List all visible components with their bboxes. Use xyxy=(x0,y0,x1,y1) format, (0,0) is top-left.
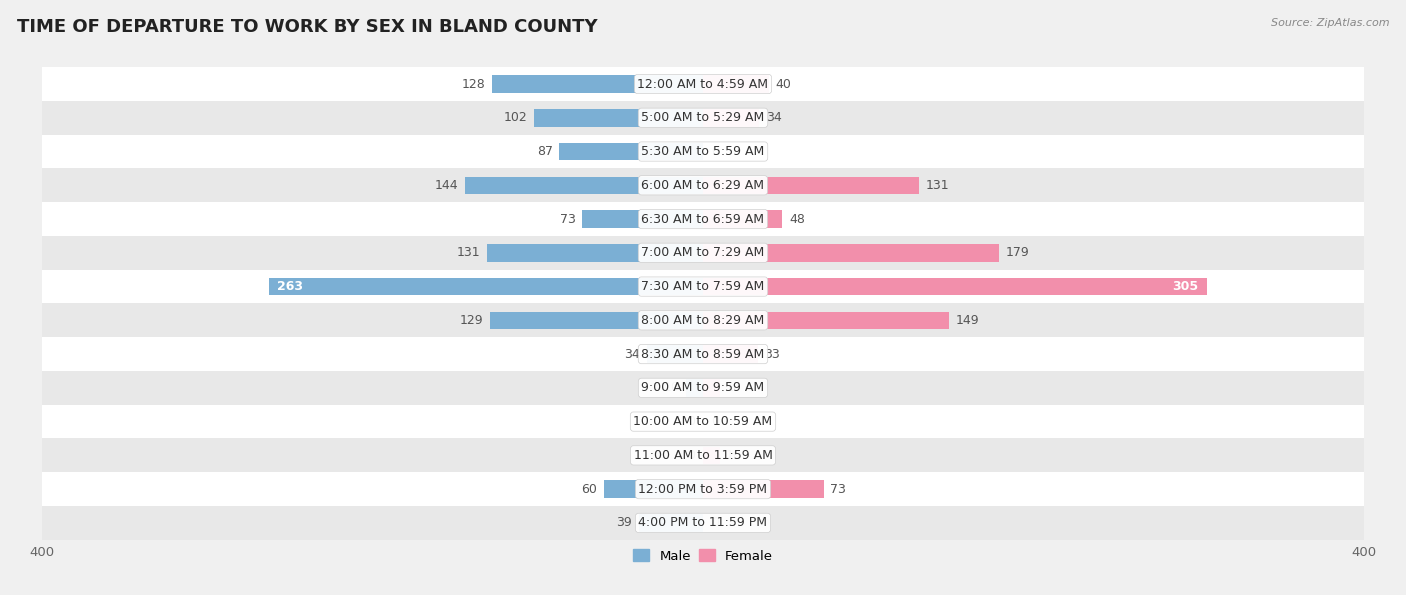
Bar xyxy=(703,345,758,363)
Bar xyxy=(534,109,703,127)
Text: 87: 87 xyxy=(537,145,553,158)
Text: 0: 0 xyxy=(711,516,720,530)
Text: 129: 129 xyxy=(460,314,484,327)
Bar xyxy=(42,472,1364,506)
Text: 4:00 PM to 11:59 PM: 4:00 PM to 11:59 PM xyxy=(638,516,768,530)
Text: 60: 60 xyxy=(582,483,598,496)
Bar xyxy=(42,134,1364,168)
Text: 263: 263 xyxy=(277,280,302,293)
Text: 10: 10 xyxy=(664,381,681,394)
Text: 10:00 AM to 10:59 AM: 10:00 AM to 10:59 AM xyxy=(634,415,772,428)
Text: 6:00 AM to 6:29 AM: 6:00 AM to 6:29 AM xyxy=(641,178,765,192)
Bar xyxy=(703,177,920,194)
Bar xyxy=(560,143,703,160)
Bar xyxy=(703,278,1206,295)
Bar xyxy=(269,278,703,295)
Text: 128: 128 xyxy=(461,77,485,90)
Text: 0: 0 xyxy=(711,145,720,158)
Bar xyxy=(703,75,769,93)
Bar xyxy=(42,506,1364,540)
Text: 6:30 AM to 6:59 AM: 6:30 AM to 6:59 AM xyxy=(641,212,765,226)
Text: 12:00 AM to 4:59 AM: 12:00 AM to 4:59 AM xyxy=(637,77,769,90)
Bar xyxy=(703,312,949,329)
Legend: Male, Female: Male, Female xyxy=(627,544,779,568)
Bar xyxy=(42,270,1364,303)
Text: 73: 73 xyxy=(560,212,576,226)
Bar xyxy=(492,75,703,93)
Text: 48: 48 xyxy=(789,212,804,226)
Bar xyxy=(686,379,703,397)
Bar xyxy=(703,447,720,464)
Bar xyxy=(703,244,998,262)
Bar xyxy=(42,405,1364,439)
Bar xyxy=(42,101,1364,134)
Text: 131: 131 xyxy=(457,246,479,259)
Bar xyxy=(582,210,703,228)
Bar xyxy=(42,67,1364,101)
Text: 39: 39 xyxy=(616,516,631,530)
Text: 10: 10 xyxy=(725,449,742,462)
Bar xyxy=(42,439,1364,472)
Text: 5:30 AM to 5:59 AM: 5:30 AM to 5:59 AM xyxy=(641,145,765,158)
Bar xyxy=(465,177,703,194)
Text: 102: 102 xyxy=(505,111,527,124)
Bar xyxy=(647,345,703,363)
Text: TIME OF DEPARTURE TO WORK BY SEX IN BLAND COUNTY: TIME OF DEPARTURE TO WORK BY SEX IN BLAN… xyxy=(17,18,598,36)
Text: 144: 144 xyxy=(434,178,458,192)
Bar xyxy=(703,109,759,127)
Bar xyxy=(42,371,1364,405)
Bar xyxy=(42,303,1364,337)
Text: 0: 0 xyxy=(711,415,720,428)
Text: 9:00 AM to 9:59 AM: 9:00 AM to 9:59 AM xyxy=(641,381,765,394)
Text: 0: 0 xyxy=(686,415,695,428)
Bar xyxy=(42,202,1364,236)
Text: 8:30 AM to 8:59 AM: 8:30 AM to 8:59 AM xyxy=(641,347,765,361)
Bar xyxy=(486,244,703,262)
Bar xyxy=(42,236,1364,270)
Bar xyxy=(703,379,720,397)
Bar xyxy=(605,480,703,498)
Text: 0: 0 xyxy=(686,449,695,462)
Bar xyxy=(42,337,1364,371)
Bar xyxy=(638,514,703,532)
Text: 149: 149 xyxy=(956,314,980,327)
Text: 10: 10 xyxy=(725,381,742,394)
Text: 11:00 AM to 11:59 AM: 11:00 AM to 11:59 AM xyxy=(634,449,772,462)
Text: 12:00 PM to 3:59 PM: 12:00 PM to 3:59 PM xyxy=(638,483,768,496)
Text: 7:30 AM to 7:59 AM: 7:30 AM to 7:59 AM xyxy=(641,280,765,293)
Text: 73: 73 xyxy=(830,483,846,496)
Bar xyxy=(42,168,1364,202)
Text: 131: 131 xyxy=(927,178,949,192)
Text: Source: ZipAtlas.com: Source: ZipAtlas.com xyxy=(1271,18,1389,28)
Text: 40: 40 xyxy=(776,77,792,90)
Text: 34: 34 xyxy=(766,111,782,124)
Text: 34: 34 xyxy=(624,347,640,361)
Text: 8:00 AM to 8:29 AM: 8:00 AM to 8:29 AM xyxy=(641,314,765,327)
Text: 7:00 AM to 7:29 AM: 7:00 AM to 7:29 AM xyxy=(641,246,765,259)
Text: 305: 305 xyxy=(1173,280,1198,293)
Text: 33: 33 xyxy=(763,347,780,361)
Bar xyxy=(703,480,824,498)
Text: 179: 179 xyxy=(1005,246,1029,259)
Bar xyxy=(489,312,703,329)
Bar xyxy=(703,210,782,228)
Text: 5:00 AM to 5:29 AM: 5:00 AM to 5:29 AM xyxy=(641,111,765,124)
